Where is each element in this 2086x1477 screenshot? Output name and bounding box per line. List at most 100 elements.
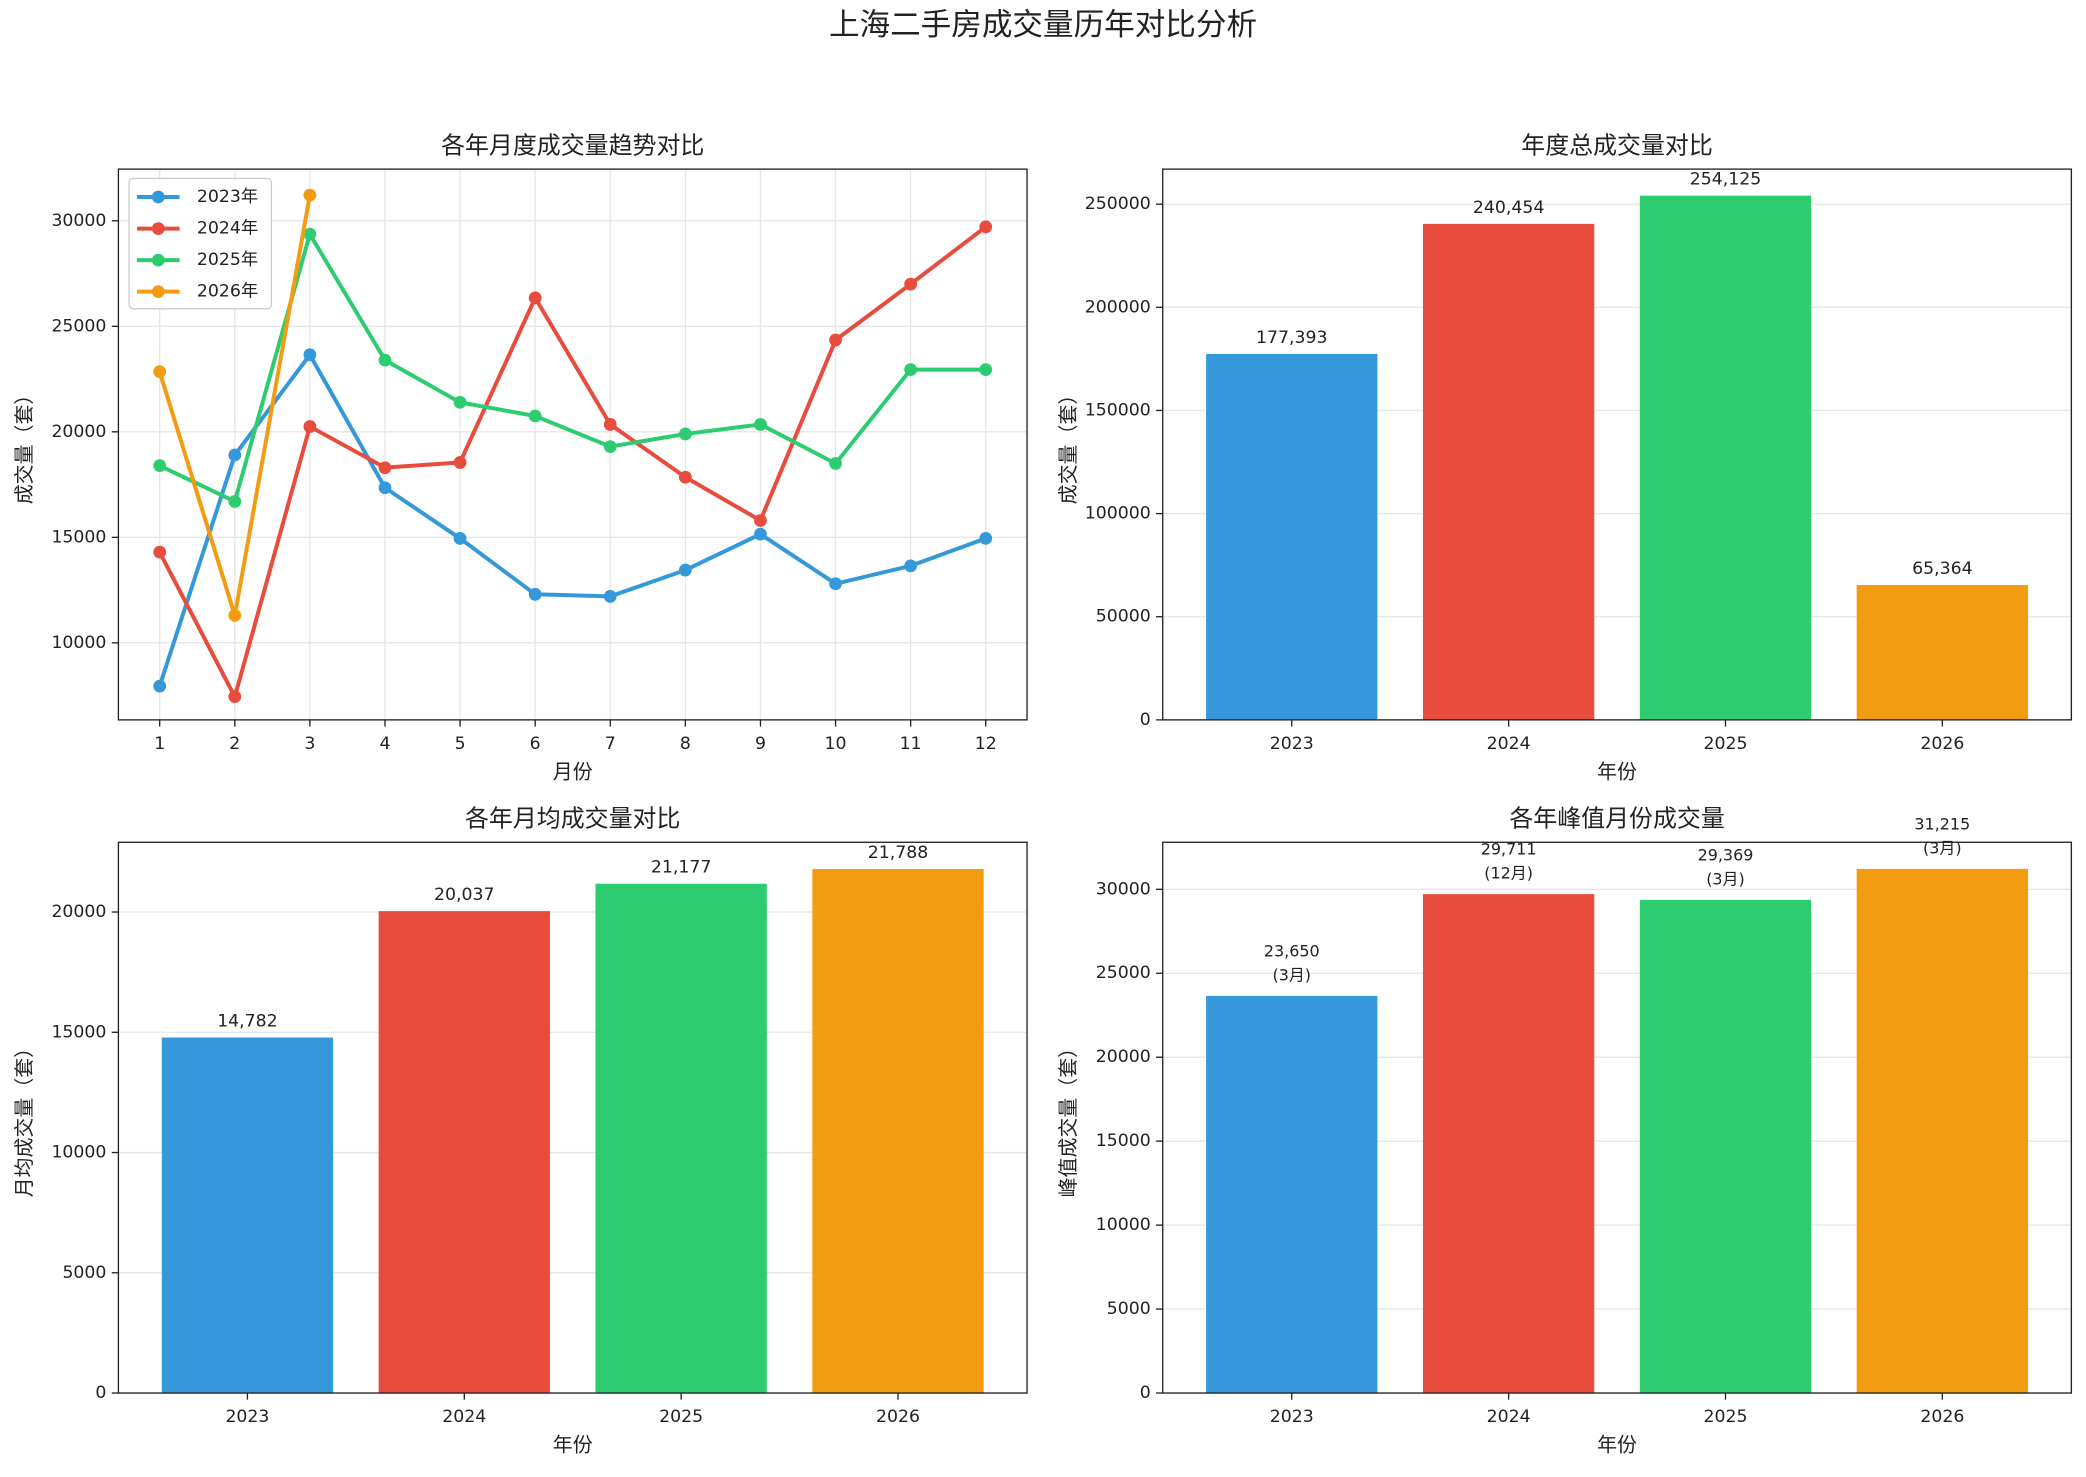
bar (1639, 899, 1812, 1394)
line-marker (603, 418, 617, 431)
x-tick-label: 11 (900, 734, 922, 754)
line-series (157, 225, 988, 703)
legend-label: 2023年 (197, 187, 258, 207)
line-marker (678, 563, 692, 577)
line-marker (228, 495, 242, 508)
axes-frame (1162, 841, 2073, 1394)
axes-frame (1162, 168, 2073, 721)
bar (1206, 353, 1378, 720)
x-tick-label: 2025 (659, 1407, 703, 1427)
line-marker (153, 679, 167, 693)
line-marker (979, 220, 993, 234)
line-marker (303, 188, 317, 202)
line-marker (528, 291, 542, 305)
line-marker (153, 459, 167, 472)
line-marker (603, 440, 617, 453)
line-marker (603, 590, 617, 603)
value-label: 29,711 (1481, 840, 1537, 859)
x-tick-label: 2026 (1920, 734, 1964, 754)
y-tick-label: 100000 (1085, 504, 1151, 524)
x-tick-label: 3 (304, 734, 315, 754)
line-marker (303, 227, 317, 241)
line-marker (453, 395, 467, 409)
y-tick-label: 0 (1140, 710, 1151, 730)
line-marker (904, 277, 918, 291)
legend-marker (151, 285, 165, 299)
value-label: 20,037 (434, 885, 494, 905)
x-tick-label: 10 (825, 734, 847, 754)
chart-title: 年度总成交量对比 (1521, 131, 1713, 159)
chart-title: 各年峰值月份成交量 (1509, 805, 1724, 833)
x-axis-label: 年份 (1597, 1433, 1637, 1457)
y-tick-label: 20000 (51, 422, 106, 442)
value-label: 21,177 (651, 858, 711, 878)
x-tick-label: 2 (229, 734, 240, 754)
line-marker (754, 418, 767, 431)
bar (812, 869, 984, 1394)
x-axis-label: 年份 (1597, 760, 1637, 784)
y-axis-label: 成交量（套） (12, 385, 36, 505)
y-tick-label: 200000 (1085, 297, 1151, 317)
y-tick-label: 30000 (1096, 879, 1151, 899)
line-marker (829, 577, 842, 591)
x-tick-label: 2024 (1487, 734, 1531, 754)
y-tick-label: 250000 (1085, 194, 1151, 214)
y-tick-label: 5000 (1107, 1299, 1151, 1319)
y-tick-label: 20000 (1096, 1047, 1151, 1067)
bar (1422, 223, 1595, 720)
bar (1856, 585, 2028, 720)
y-tick-label: 5000 (62, 1263, 106, 1283)
legend-box (128, 177, 273, 310)
x-tick-label: 5 (455, 734, 466, 754)
y-tick-label: 25000 (1096, 963, 1151, 983)
value-label: 31,215 (1914, 814, 1970, 833)
bar (595, 883, 767, 1394)
x-tick-label: 2024 (442, 1407, 486, 1427)
y-tick-label: 150000 (1085, 400, 1151, 420)
x-tick-label: 8 (680, 734, 691, 754)
value-label: 177,393 (1256, 328, 1327, 348)
line-marker (979, 532, 993, 545)
x-tick-label: 2023 (1270, 1407, 1314, 1427)
bar (1856, 868, 2028, 1394)
y-tick-label: 10000 (1096, 1215, 1151, 1235)
x-tick-label: 2023 (1270, 734, 1314, 754)
value-label: 23,650 (1264, 942, 1320, 961)
bar (378, 911, 550, 1394)
bar (1422, 894, 1595, 1394)
bar (1639, 195, 1812, 720)
legend-marker (151, 190, 165, 204)
value-label: 240,454 (1473, 198, 1544, 218)
value-label: 14,782 (217, 1012, 277, 1032)
x-tick-label: 2026 (1920, 1407, 1964, 1427)
line-marker (228, 609, 242, 622)
line-marker (754, 514, 767, 527)
bar (161, 1037, 334, 1394)
line-marker (303, 420, 317, 433)
y-tick-label: 10000 (51, 1143, 106, 1163)
line-marker (904, 559, 918, 573)
line-marker (228, 448, 242, 462)
value-label: 254,125 (1690, 170, 1761, 190)
annotation: (3月) (1272, 965, 1311, 984)
x-tick-label: 2023 (225, 1407, 269, 1427)
y-tick-label: 10000 (51, 633, 106, 653)
line-marker (904, 363, 918, 376)
y-tick-label: 15000 (51, 1022, 106, 1042)
x-tick-label: 6 (530, 734, 541, 754)
line-series (158, 229, 986, 505)
legend-label: 2024年 (197, 219, 258, 239)
y-tick-label: 15000 (51, 527, 106, 547)
line-marker (378, 481, 392, 495)
y-tick-label: 0 (95, 1383, 106, 1403)
line-series (157, 351, 987, 687)
line-marker (153, 545, 167, 559)
legend-label: 2026年 (197, 282, 258, 302)
x-tick-label: 1 (154, 734, 165, 754)
y-tick-label: 25000 (51, 316, 106, 336)
line-marker (153, 365, 167, 379)
annotation: (3月) (1923, 838, 1962, 857)
value-label: 29,369 (1698, 845, 1754, 864)
x-tick-label: 4 (379, 734, 390, 754)
